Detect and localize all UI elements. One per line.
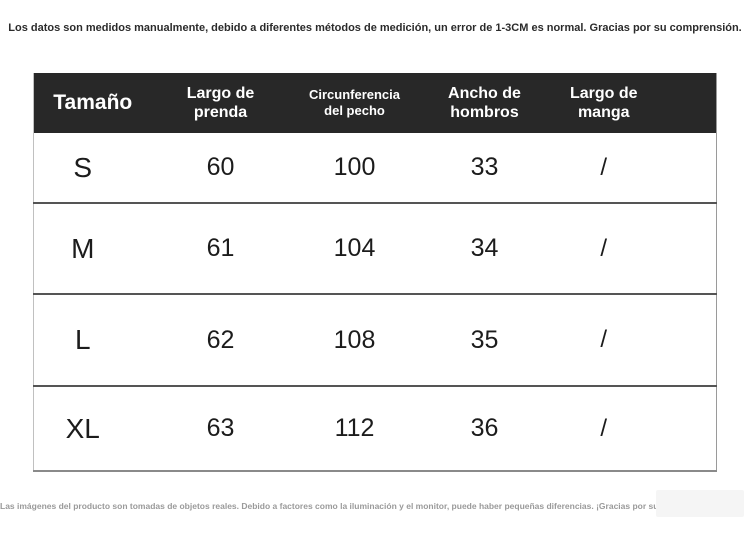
measurement-cell: 34 xyxy=(419,202,550,294)
measurement-cell: 62 xyxy=(151,293,290,386)
measurement-cell: 100 xyxy=(289,133,420,203)
measurement-cell: / xyxy=(549,293,717,386)
header-cell-tamano: Tamaño xyxy=(34,73,152,133)
header-line: manga xyxy=(577,104,630,121)
measurement-cell: 104 xyxy=(289,202,420,294)
size-chart-table: Tamaño Largo de prenda Circunferencia del … xyxy=(33,73,717,472)
size-label-cell: XL xyxy=(33,385,152,471)
measurement-cell: 35 xyxy=(419,293,550,386)
size-label-cell: L xyxy=(33,293,152,386)
table-row-s: S 60 100 33 / xyxy=(33,133,717,203)
size-label-cell: S xyxy=(33,133,152,203)
table-row-m: M 61 104 34 / xyxy=(33,202,717,294)
header-line: hombros xyxy=(450,104,519,121)
measurement-cell: 63 xyxy=(151,385,290,471)
size-label-cell: M xyxy=(33,202,152,294)
measurement-cell: 61 xyxy=(151,202,290,294)
header-line: del pecho xyxy=(324,103,385,118)
header-line: Circunferencia xyxy=(308,87,401,102)
measurement-cell: / xyxy=(549,133,717,203)
measurement-cell: 33 xyxy=(419,133,550,203)
measurement-cell: 108 xyxy=(289,293,420,386)
watermark-block xyxy=(656,490,744,517)
header-line: Largo de xyxy=(186,85,255,102)
header-cell-largo-manga: Largo de manga xyxy=(550,73,717,133)
measurement-cell: / xyxy=(549,202,717,294)
measurement-cell: 36 xyxy=(419,385,550,471)
header-line: prenda xyxy=(193,104,248,121)
header-cell-ancho-hombros: Ancho de hombros xyxy=(420,73,550,133)
image-disclaimer: Las imágenes del producto son tomadas de… xyxy=(0,501,718,511)
header-cell-largo-prenda: Largo de prenda xyxy=(152,73,290,133)
table-row-l: L 62 108 35 / xyxy=(33,293,717,386)
measurement-cell: 112 xyxy=(289,385,420,471)
measurement-disclaimer: Los datos son medidos manualmente, debid… xyxy=(8,22,742,34)
header-line: Ancho de xyxy=(448,85,521,102)
table-header-row: Tamaño Largo de prenda Circunferencia del … xyxy=(33,73,717,133)
header-cell-circunferencia-pecho: Circunferencia del pecho xyxy=(290,73,420,133)
table-row-xl: XL 63 112 36 / xyxy=(33,385,717,471)
header-line: Tamaño xyxy=(53,91,133,114)
measurement-cell: / xyxy=(549,385,717,471)
measurement-cell: 60 xyxy=(151,133,290,203)
header-line: Largo de xyxy=(569,85,638,102)
